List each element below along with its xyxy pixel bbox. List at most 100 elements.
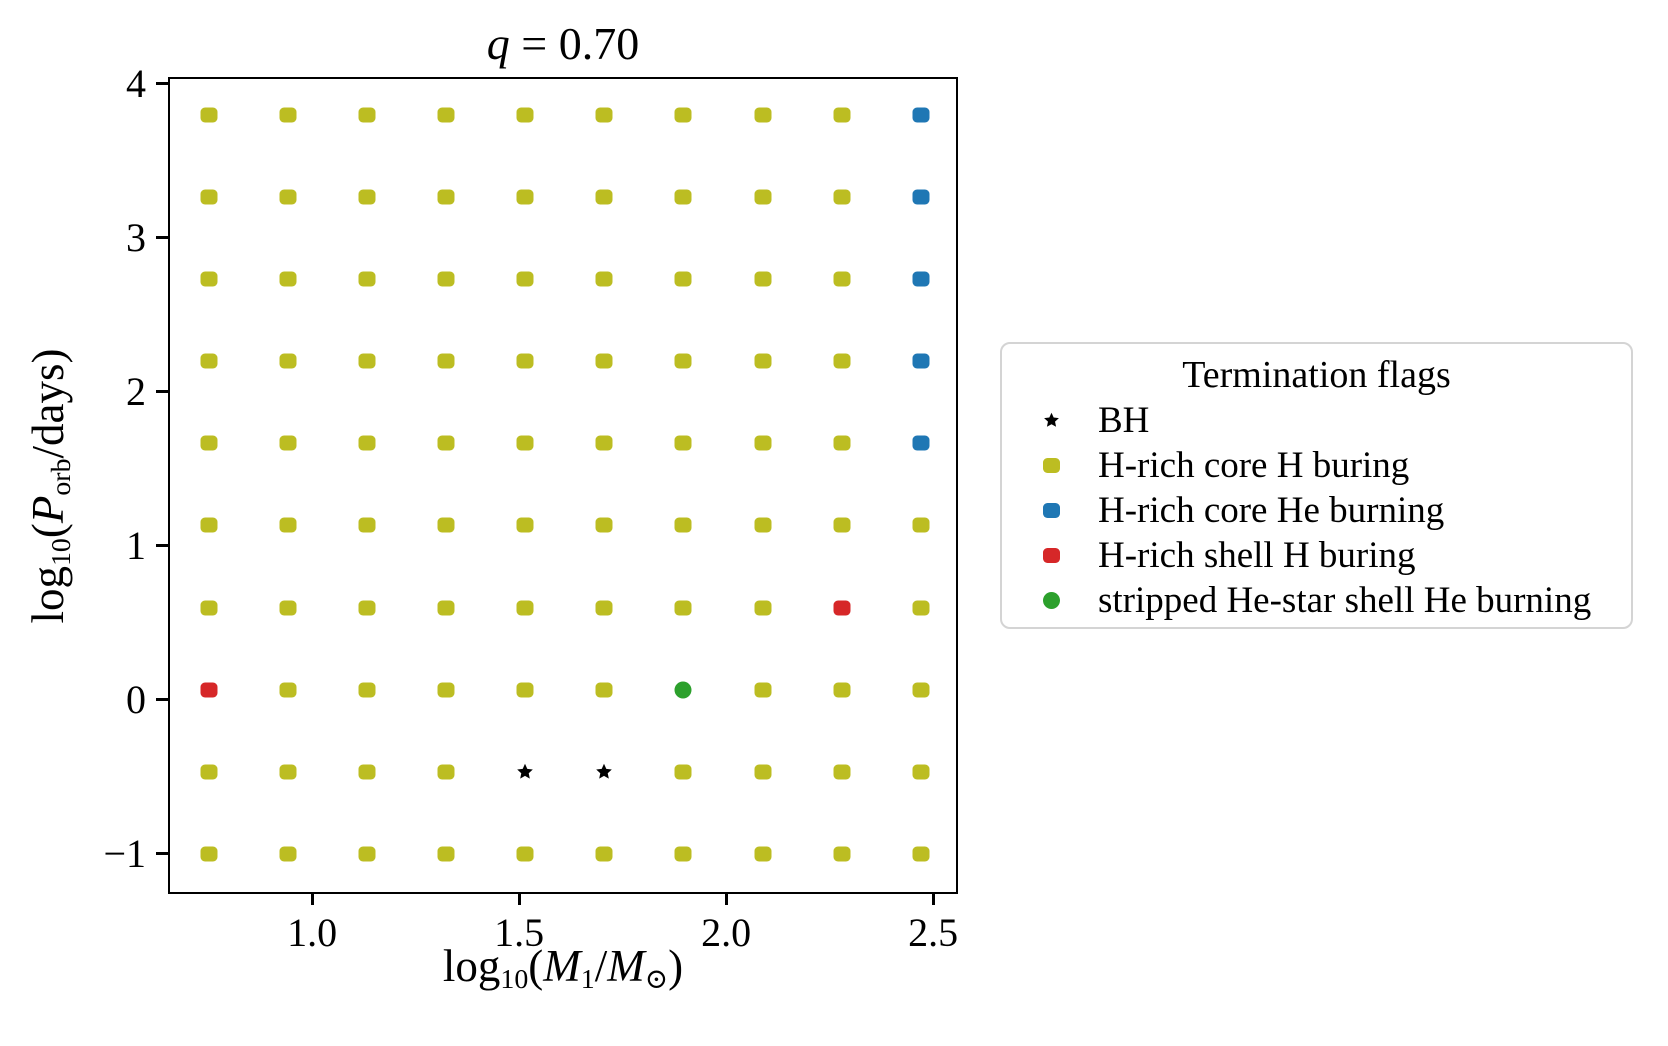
data-point-square-marker (279, 435, 297, 451)
data-point-square-marker (200, 353, 218, 369)
legend: Termination flags BH H-rich core H buring… (1000, 342, 1633, 629)
data-point-square-marker (279, 764, 297, 780)
y-tick (156, 698, 168, 702)
x-tick (517, 893, 521, 905)
data-point-square-marker (595, 517, 613, 533)
legend-item: H-rich core H buring (1002, 443, 1631, 488)
data-point-square-marker (437, 107, 455, 123)
legend-star-icon (1042, 411, 1061, 430)
data-point-square-marker (595, 271, 613, 287)
data-point-square-marker (674, 107, 692, 123)
data-point-square-marker (912, 435, 930, 451)
data-point-square-marker (516, 517, 534, 533)
data-point-square-marker (754, 107, 772, 123)
data-point-square-marker (200, 764, 218, 780)
data-point-square-marker (516, 189, 534, 205)
data-point-square-marker (912, 764, 930, 780)
legend-marker-cell (1026, 503, 1076, 518)
xlabel-close-paren: ) (668, 941, 684, 991)
data-point-square-marker (437, 600, 455, 616)
y-tick (156, 236, 168, 240)
data-point-square-marker (437, 517, 455, 533)
data-point-square-marker (833, 271, 851, 287)
xlabel-slash: / (594, 941, 608, 991)
xlabel-open-paren: ( (528, 941, 544, 991)
data-point-square-marker (912, 517, 930, 533)
y-tick (156, 82, 168, 86)
data-point-square-marker (912, 107, 930, 123)
y-tick-label: 3 (126, 214, 146, 260)
legend-item: stripped He-star shell He burning (1002, 578, 1631, 623)
y-tick-label: −1 (103, 830, 146, 876)
x-tick (724, 893, 728, 905)
legend-item: H-rich core He burning (1002, 488, 1631, 533)
data-point-circle-marker (674, 681, 692, 699)
data-point-square-marker (674, 764, 692, 780)
data-point-square-marker (358, 846, 376, 862)
data-point-square-marker (754, 271, 772, 287)
y-tick-label: 1 (126, 522, 146, 568)
data-point-square-marker (754, 189, 772, 205)
x-tick-label: 2.5 (908, 910, 959, 955)
data-point-square-marker (200, 846, 218, 862)
data-point-square-marker (754, 435, 772, 451)
axes-frame (168, 77, 958, 894)
data-point-square-marker (358, 600, 376, 616)
data-point-square-marker (833, 517, 851, 533)
sun-symbol-icon: ⊙ (644, 961, 669, 995)
data-point-square-marker (833, 435, 851, 451)
xlabel-log: log (442, 941, 501, 991)
data-point-square-marker (279, 107, 297, 123)
x-axis-label: log10(M1/M⊙) (168, 938, 958, 1008)
data-point-square-marker (595, 353, 613, 369)
legend-items: BH H-rich core H buring H-rich core He bur… (1002, 398, 1631, 623)
data-point-square-marker (912, 846, 930, 862)
data-point-square-marker (279, 846, 297, 862)
y-tick (156, 544, 168, 548)
ylabel-period-symbol: P (23, 495, 73, 524)
data-point-square-marker (754, 682, 772, 698)
legend-item: H-rich shell H buring (1002, 533, 1631, 578)
x-tick-label: 1.0 (287, 910, 338, 955)
legend-item-label: H-rich core H buring (1098, 445, 1410, 486)
legend-item-label: stripped He-star shell He burning (1098, 580, 1592, 621)
data-point-square-marker (674, 353, 692, 369)
title-value: = 0.70 (509, 18, 640, 69)
data-point-square-marker (437, 353, 455, 369)
x-tick (931, 893, 935, 905)
xlabel-msun-symbol: M (607, 941, 645, 991)
legend-marker-cell (1026, 548, 1076, 563)
data-point-square-marker (358, 189, 376, 205)
y-tick (156, 390, 168, 394)
data-point-square-marker (279, 600, 297, 616)
data-point-square-marker (437, 846, 455, 862)
plot-title: q = 0.70 (168, 18, 958, 70)
data-point-square-marker (674, 189, 692, 205)
data-point-square-marker (279, 189, 297, 205)
data-point-square-marker (595, 107, 613, 123)
data-point-square-marker (595, 189, 613, 205)
legend-marker-cell (1026, 411, 1076, 430)
data-point-square-marker (358, 435, 376, 451)
xlabel-log-sub: 10 (500, 963, 529, 995)
data-point-square-marker (279, 517, 297, 533)
data-point-square-marker (674, 435, 692, 451)
data-point-square-marker (754, 517, 772, 533)
data-point-square-marker (595, 435, 613, 451)
data-point-star-marker (594, 762, 614, 782)
data-point-square-marker (516, 682, 534, 698)
data-point-square-marker (437, 271, 455, 287)
data-point-square-marker (754, 764, 772, 780)
data-point-square-marker (200, 600, 218, 616)
data-point-square-marker (833, 600, 851, 616)
data-point-square-marker (200, 271, 218, 287)
data-point-square-marker (516, 600, 534, 616)
data-point-square-marker (674, 271, 692, 287)
data-point-square-marker (833, 682, 851, 698)
data-point-square-marker (437, 189, 455, 205)
x-tick-label: 1.5 (494, 910, 545, 955)
data-point-square-marker (200, 189, 218, 205)
data-point-square-marker (200, 682, 218, 698)
data-point-square-marker (279, 271, 297, 287)
